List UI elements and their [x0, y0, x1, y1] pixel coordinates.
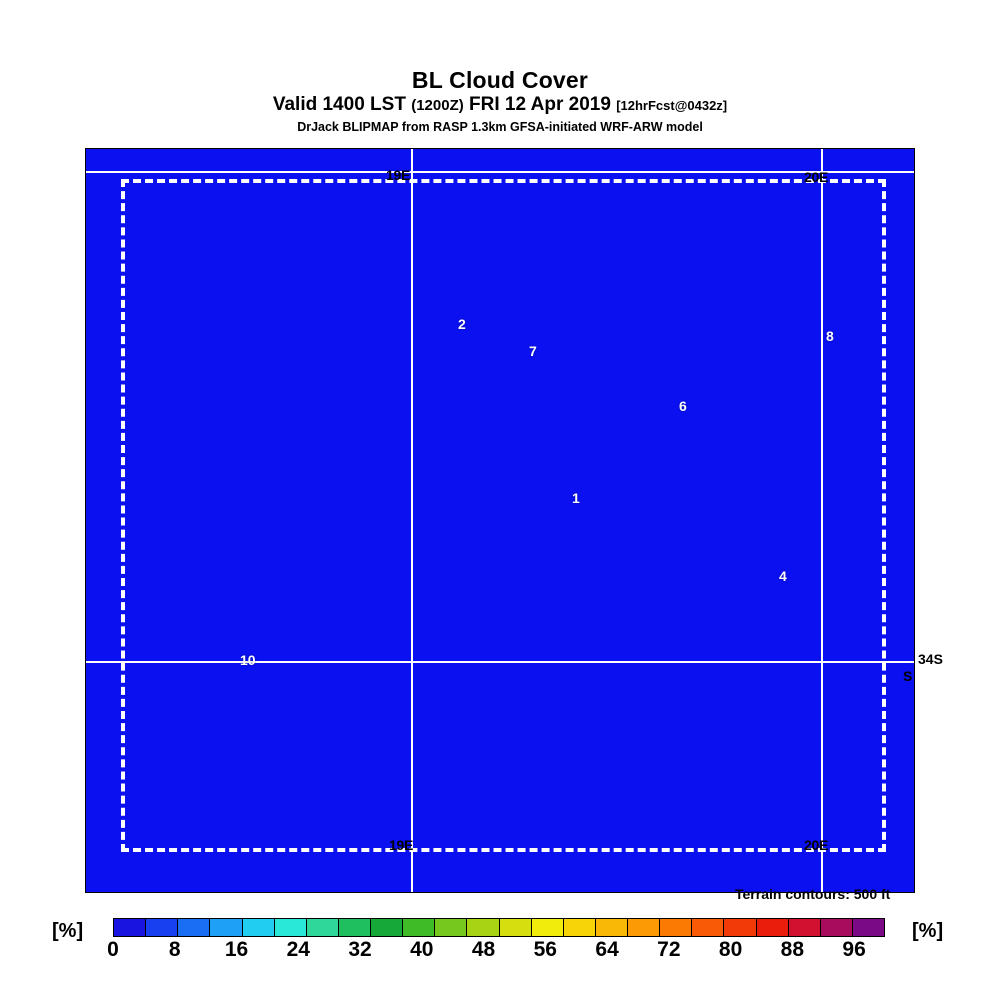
colorbar-swatch	[467, 919, 500, 936]
colorbar-tick: 8	[168, 938, 181, 961]
colorbar-swatch	[788, 919, 821, 936]
colorbar-swatches[interactable]	[113, 918, 885, 937]
forecast-map[interactable]: 19E 20E 19E 20E 2 7 8 6 1 4 10	[85, 148, 915, 893]
latitude-label-clipped: S	[903, 668, 912, 684]
title-block: BL Cloud Cover Valid 1400 LST (1200Z) FR…	[0, 68, 1000, 135]
colorbar-swatch	[274, 919, 307, 936]
latitude-label: 34S	[918, 651, 943, 667]
colorbar-swatch	[210, 919, 243, 936]
colorbar-tick-labels: 0 8 16 24 32 40 48 56 64 72 80 88 96	[107, 938, 885, 964]
colorbar-tick: 72	[657, 938, 681, 961]
colorbar-swatch	[435, 919, 468, 936]
colorbar-swatch	[403, 919, 436, 936]
colorbar-unit-left: [%]	[52, 920, 84, 942]
page-title: BL Cloud Cover	[411, 67, 589, 93]
colorbar-swatch	[499, 919, 532, 936]
colorbar-tick: 64	[595, 938, 619, 961]
colorbar-swatch	[756, 919, 789, 936]
colorbar-tick: 16	[224, 938, 249, 961]
colorbar-swatch	[595, 919, 628, 936]
colorbar-swatch	[852, 919, 884, 936]
colorbar-tick: 88	[780, 938, 805, 961]
forecast-tag: [12hrFcst@0432z]	[616, 98, 728, 113]
colorbar-tick: 0	[107, 938, 119, 961]
colorbar-swatch	[563, 919, 596, 936]
valid-time-line: Valid 1400 LST (1200Z) FRI 12 Apr 2019 […	[0, 93, 1000, 117]
colorbar-swatch	[660, 919, 693, 936]
valid-utc-time: (1200Z)	[411, 97, 464, 114]
model-attribution: DrJack BLIPMAP from RASP 1.3km GFSA-init…	[297, 120, 703, 134]
colorbar-swatch	[338, 919, 371, 936]
colorbar-tick: 96	[842, 938, 866, 961]
valid-date: FRI 12 Apr 2019	[469, 94, 611, 115]
colorbar-swatch	[692, 919, 725, 936]
colorbar-swatch	[146, 919, 179, 936]
colorbar-tick: 24	[286, 938, 310, 961]
colorbar-swatch	[371, 919, 404, 936]
colorbar-swatch	[724, 919, 757, 936]
colorbar-swatch	[178, 919, 211, 936]
colorbar-swatch	[820, 919, 853, 936]
colorbar-unit-right: [%]	[912, 920, 944, 942]
colorbar-tick: 40	[410, 938, 434, 961]
colorbar-legend: [%] 0 8 16 24 32 40 48 56 64 72 80 88 96 [%]	[0, 908, 1000, 968]
cloud-cover-raster	[86, 149, 914, 892]
colorbar-tick: 32	[348, 938, 372, 961]
colorbar-tick: 80	[718, 938, 743, 961]
colorbar-swatch	[531, 919, 564, 936]
valid-prefix: Valid 1400 LST	[272, 94, 406, 115]
colorbar-tick: 56	[533, 938, 557, 961]
colorbar-swatch	[628, 919, 661, 936]
colorbar-tick: 48	[471, 938, 496, 961]
colorbar-swatch	[306, 919, 339, 936]
colorbar-swatch	[114, 919, 147, 936]
colorbar-swatch	[242, 919, 275, 936]
terrain-contour-note: Terrain contours: 500 ft	[735, 886, 891, 902]
